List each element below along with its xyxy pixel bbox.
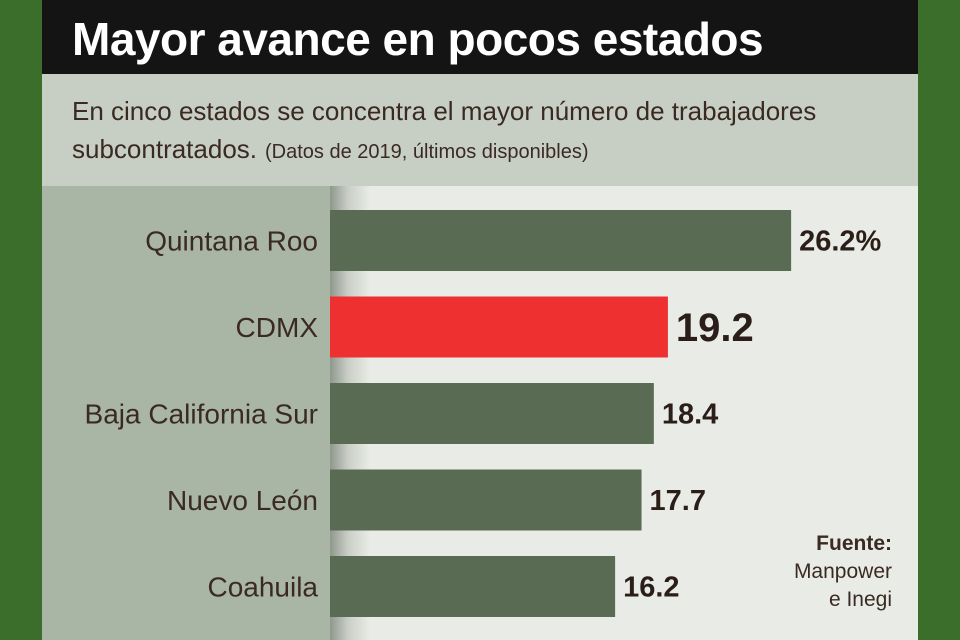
subtitle-box: En cinco estados se concentra el mayor n… [42,74,918,186]
category-label-baja-california-sur: Baja California Sur [85,399,318,430]
source-line-1: Manpower [793,560,892,583]
bar-baja-california-sur [330,383,654,444]
category-label-nuevo-leon: Nuevo León [167,485,318,516]
page-title: Mayor avance en pocos estados [72,13,764,65]
bar-quintana-roo [330,210,792,271]
value-label-coahuila: 16.2 [623,572,679,604]
subtitle-text: En cinco estados se concentra el mayor n… [72,96,817,164]
bar-cdmx [330,296,668,358]
value-label-cdmx: 19.2 [676,306,754,350]
value-label-baja-california-sur: 18.4 [662,399,718,431]
data-note: (Datos de 2019, últimos disponibles) [265,141,589,163]
category-label-quintana-roo: Quintana Roo [145,226,318,257]
bar-nuevo-leon [330,469,642,531]
bar-chart: Quintana Roo 26.2% CDMX 19.2 Baja California… [85,210,882,617]
source-title: Fuente: [816,532,892,555]
value-label-quintana-roo: 26.2% [799,226,881,258]
category-label-coahuila: Coahuila [207,572,318,603]
infographic-card: Mayor avance en pocos estados En cinco e… [42,0,918,640]
source-note: Fuente: Manpower e Inegi [794,530,892,614]
category-label-cdmx: CDMX [236,312,319,343]
bar-coahuila [330,556,616,617]
title-bar: Mayor avance en pocos estados [42,0,918,74]
source-line-2: e Inegi [828,588,892,611]
value-label-nuevo-leon: 17.7 [650,485,706,517]
subtitle: En cinco estados se concentra el mayor n… [72,92,892,171]
label-panel [42,186,330,640]
